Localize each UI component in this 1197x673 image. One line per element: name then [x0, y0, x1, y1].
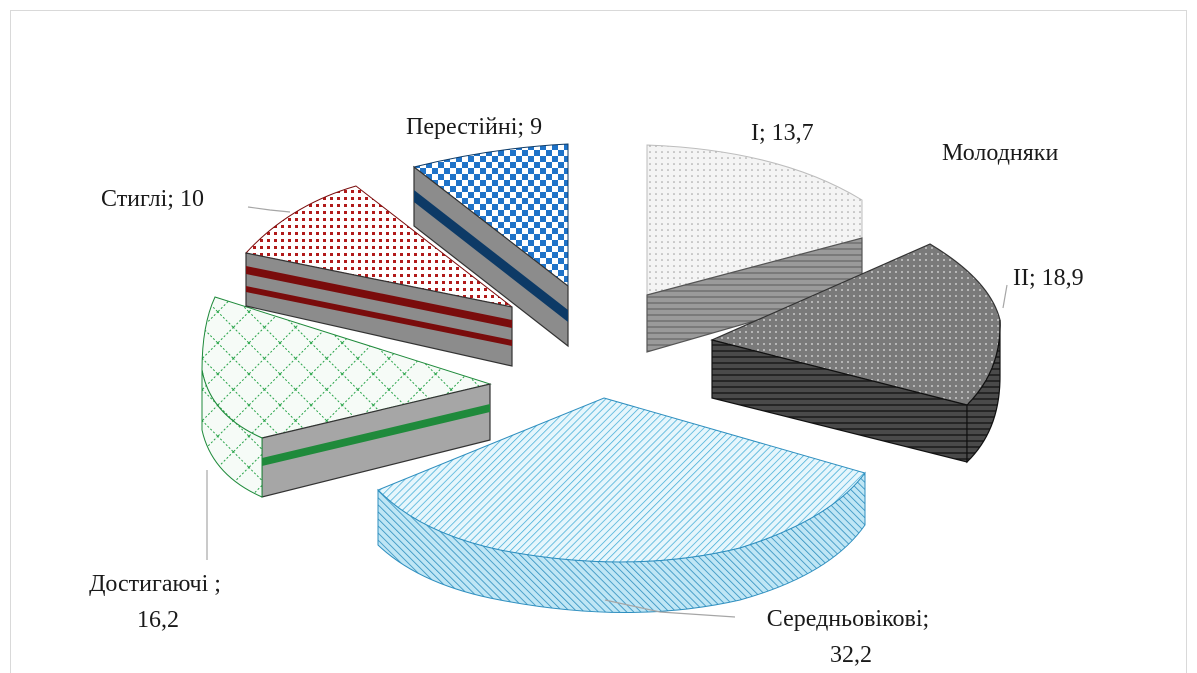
label-serednovikovi-name: Середньовікові; — [767, 606, 929, 632]
label-II: II; 18,9 — [1013, 265, 1084, 291]
label-serednovikovi-value: 32,2 — [830, 642, 872, 668]
label-dostyhaiuchi-value: 16,2 — [137, 607, 179, 633]
label-dostyhaiuchi-name: Достигаючі ; — [89, 571, 221, 597]
label-serednovikovi: Середньовікові; 32,2 — [767, 606, 935, 668]
leader-line-serednovikovi — [604, 599, 736, 618]
leader-line-II — [1002, 284, 1008, 309]
leader-line-styhli — [247, 206, 291, 213]
slice-perestiini — [412, 143, 569, 348]
label-group-molodniaky: Молодняки — [942, 140, 1058, 166]
slice-I — [646, 144, 863, 353]
slice-II — [710, 243, 1001, 464]
label-styhli: Стиглі; 10 — [101, 186, 204, 212]
label-dostyhaiuchi: Достигаючі ; 16,2 — [89, 571, 227, 633]
label-I: I; 13,7 — [751, 120, 814, 146]
slice-dostyhaiuchi — [201, 296, 492, 498]
slice-serednovikovi — [377, 397, 866, 613]
slice-styhli — [245, 185, 513, 367]
label-perestiini: Перестійні; 9 — [406, 114, 542, 140]
